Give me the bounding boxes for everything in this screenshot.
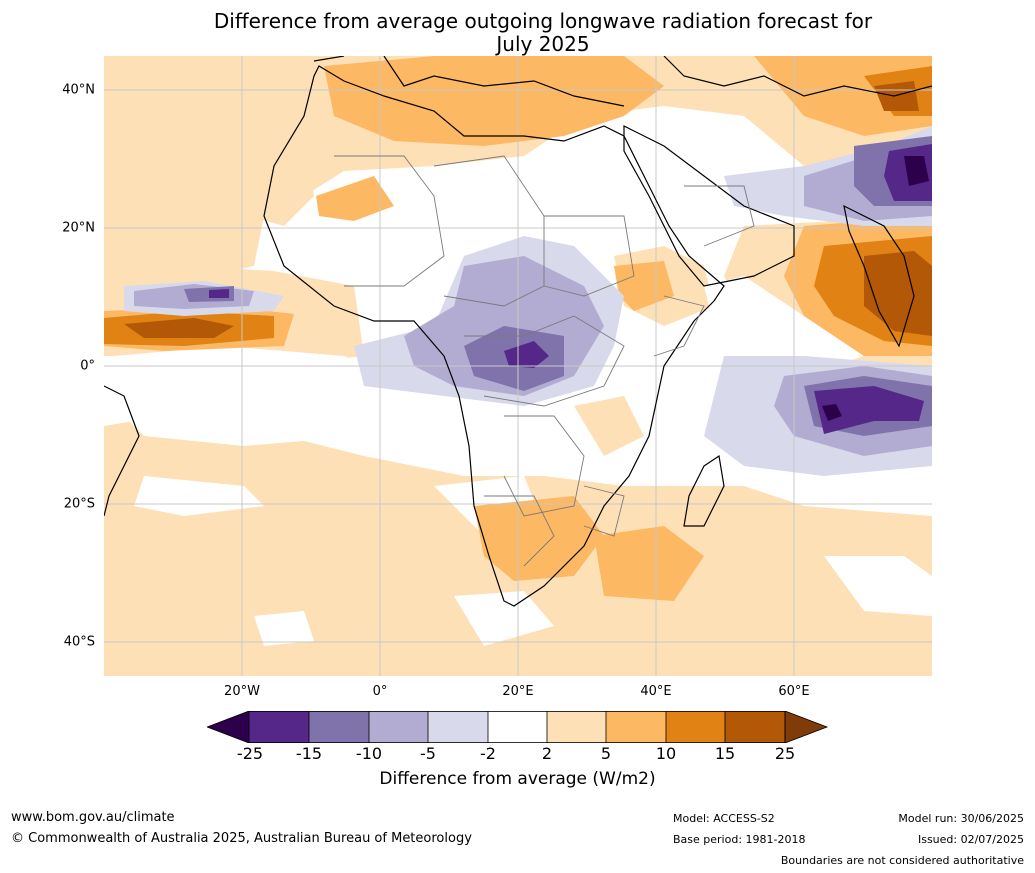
footer-issued: Issued: 02/07/2025 (917, 833, 1024, 846)
india-coastline (843, 204, 915, 348)
colorbar (207, 711, 829, 743)
olr-anomaly-map (104, 56, 932, 676)
anomaly-15-25-regions (124, 81, 932, 338)
lat-label-20n: 20°N (62, 220, 95, 236)
colorbar-segment-neg5-neg2 (428, 711, 488, 743)
colorbar-tick-neg2: -2 (480, 744, 496, 763)
colorbar-under-arrow (207, 711, 250, 743)
footer-website: www.bom.gov.au/climate (11, 810, 175, 825)
footer-copyright: © Commonwealth of Australia 2025, Austra… (11, 831, 472, 846)
title-line-2: July 2025 (496, 32, 590, 56)
europe-coastline (313, 56, 932, 107)
colorbar-tick-5: 5 (600, 744, 612, 763)
colorbar-tick-10: 10 (655, 744, 677, 763)
lat-label-40n: 40°N (62, 82, 95, 98)
colorbar-tick-neg25: -25 (236, 744, 264, 763)
arabian-peninsula-coastline (623, 125, 795, 287)
colorbar-tick-neg10: -10 (355, 744, 383, 763)
colorbar-tick-neg15: -15 (295, 744, 323, 763)
colorbar-label: Difference from average (W/m2) (379, 769, 656, 789)
africa-coastline (263, 65, 725, 607)
colorbar-segment-5-10 (606, 711, 666, 743)
colorbar-segment-neg10-neg5 (369, 711, 428, 743)
lat-label-equator: 0° (80, 358, 95, 374)
colorbar-tick-neg5: -5 (420, 744, 436, 763)
title-line-1: Difference from average outgoing longwav… (213, 9, 873, 33)
colorbar-segment-10-15 (666, 711, 725, 743)
lon-label-40e: 40°E (640, 684, 672, 699)
footer-model: Model: ACCESS-S2 (673, 812, 775, 825)
anomaly-neg25-neg15-regions (209, 144, 932, 434)
footer-base-period: Base period: 1981-2018 (673, 833, 806, 846)
madagascar-coastline (683, 454, 725, 527)
map-area[interactable] (104, 56, 932, 676)
lon-label-20w: 20°W (224, 684, 260, 699)
colorbar-tick-2: 2 (541, 744, 553, 763)
colorbar-over-arrow (784, 711, 829, 743)
coastlines (104, 56, 932, 607)
lon-label-60e: 60°E (778, 684, 810, 699)
anomaly-below-neg25-regions (822, 156, 929, 421)
footer-model-run: Model run: 30/06/2025 (898, 812, 1024, 825)
colorbar-segment-neg15-neg10 (309, 711, 369, 743)
lat-label-20s: 20°S (63, 496, 95, 512)
south-america-coastline (104, 385, 140, 517)
colorbar-segment-neg25-neg15 (249, 711, 309, 743)
colorbar-segment-2-5 (547, 711, 606, 743)
colorbar-segment-15-25 (725, 711, 785, 743)
lat-label-40s: 40°S (63, 634, 95, 650)
colorbar-tick-25: 25 (774, 744, 796, 763)
lon-label-20e: 20°E (502, 684, 534, 699)
footer-disclaimer: Boundaries are not considered authoritat… (780, 854, 1024, 867)
lon-label-0: 0° (372, 684, 388, 699)
chart-title: Difference from average outgoing longwav… (0, 10, 1035, 56)
colorbar-tick-15: 15 (714, 744, 736, 763)
country-borders (334, 155, 755, 567)
colorbar-segment-neg2-2 (488, 711, 547, 743)
